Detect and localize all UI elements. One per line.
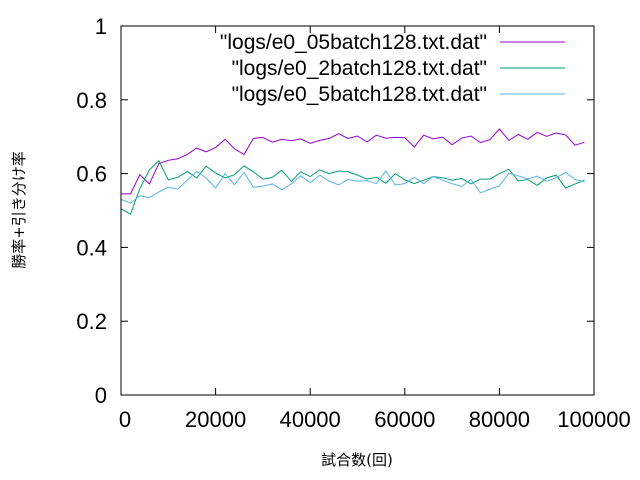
series-line-2 [120,159,585,215]
x-axis-title: 試合数(回) [321,451,393,469]
x-tick-label: 80000 [469,407,530,432]
plot-frame [120,25,595,396]
tick-labels: 0 0.2 0.4 0.6 0.8 1 0 20000 40000 60000 80000 10000… [76,14,630,432]
legend-label-1: "logs/e0_05batch128.txt.dat" [220,31,487,54]
y-tick-label: 0 [95,383,107,408]
y-tick-label: 1 [95,14,107,39]
y-tick-label: 0.2 [76,309,107,334]
y-tick-label: 0.6 [76,162,107,187]
x-tick-label: 40000 [280,407,341,432]
series-line-1 [121,128,585,195]
y-axis-title: 勝率+引き分け率 [10,151,28,269]
x-tick-label: 20000 [185,407,246,432]
series-lines [120,128,585,215]
x-tick-label: 0 [119,407,131,432]
y-tick-label: 0.8 [76,88,107,113]
x-tick-label: 60000 [374,407,435,432]
x-tick-label: 100000 [557,407,630,432]
y-tick-label: 0.4 [76,235,107,260]
series-line-3 [120,170,585,204]
legend-label-2: "logs/e0_2batch128.txt.dat" [232,57,487,80]
legend-label-3: "logs/e0_5batch128.txt.dat" [232,83,487,106]
legend: "logs/e0_05batch128.txt.dat" "logs/e0_2ba… [220,31,565,106]
tick-marks [120,25,595,396]
